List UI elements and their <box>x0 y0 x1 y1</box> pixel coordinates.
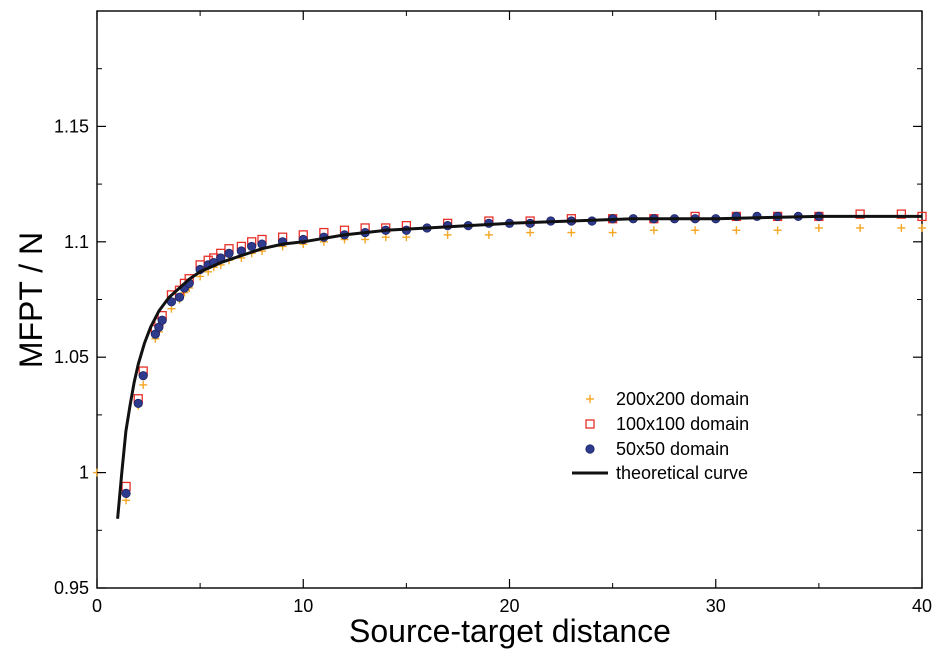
data-point <box>814 223 823 232</box>
data-point <box>224 248 234 258</box>
data-point <box>157 315 167 325</box>
data-point <box>608 228 617 237</box>
theory-curve-line <box>116 214 922 519</box>
data-point <box>773 226 782 235</box>
data-point <box>918 223 926 232</box>
series-layer <box>93 209 927 519</box>
data-point <box>567 228 576 237</box>
data-point <box>139 380 148 389</box>
data-point <box>856 223 865 232</box>
data-point <box>443 230 452 239</box>
x-tick-label: 0 <box>92 596 102 616</box>
x-axis-title: Source-target distance <box>349 613 671 649</box>
legend-entry-theory: theoretical curve <box>572 463 748 483</box>
y-tick-label: 1.1 <box>64 232 89 252</box>
data-point <box>526 228 535 237</box>
data-point <box>174 292 185 302</box>
data-point <box>732 226 741 235</box>
data-point <box>691 226 700 235</box>
y-tick-label: 1.05 <box>54 347 89 367</box>
x-tick-label: 20 <box>499 596 519 616</box>
data-point <box>649 226 658 235</box>
plot-frame <box>96 10 923 589</box>
data-point <box>121 488 131 498</box>
series-0 <box>93 223 926 505</box>
legend-label-200: 200x200 domain <box>616 389 749 409</box>
legend-label-50: 50x50 domain <box>616 439 729 459</box>
data-point <box>896 209 907 219</box>
x-tick-label: 30 <box>706 596 726 616</box>
legend: 200x200 domain 100x100 domain 50x50 doma… <box>572 389 749 483</box>
data-point <box>247 241 257 252</box>
series-3 <box>116 214 922 519</box>
data-point <box>484 230 493 239</box>
data-point <box>138 371 148 381</box>
legend-label-theory: theoretical curve <box>616 463 748 483</box>
legend-entry-200: 200x200 domain <box>586 389 749 409</box>
x-tick-label: 40 <box>912 596 932 616</box>
y-tick-label: 1 <box>79 463 89 483</box>
y-tick-label: 0.95 <box>54 578 89 598</box>
legend-symbol <box>586 395 594 403</box>
data-point <box>133 398 143 408</box>
data-point <box>897 223 906 232</box>
legend-label-100: 100x100 domain <box>616 414 749 434</box>
legend-marker-50 <box>585 444 595 454</box>
legend-symbol <box>585 444 595 454</box>
legend-symbol <box>585 419 595 429</box>
data-point <box>855 209 865 219</box>
y-tick-label: 1.15 <box>54 116 89 136</box>
legend-marker-100 <box>585 419 595 429</box>
legend-entry-100: 100x100 domain <box>585 414 749 434</box>
legend-marker-200 <box>586 395 594 403</box>
x-tick-label: 10 <box>293 596 313 616</box>
legend-entry-50: 50x50 domain <box>585 439 729 459</box>
ticks-layer: 0 10 20 30 40 0.95 1 1.05 1.1 1.15 <box>54 11 932 616</box>
y-axis-title: MFPT / N <box>13 232 49 368</box>
